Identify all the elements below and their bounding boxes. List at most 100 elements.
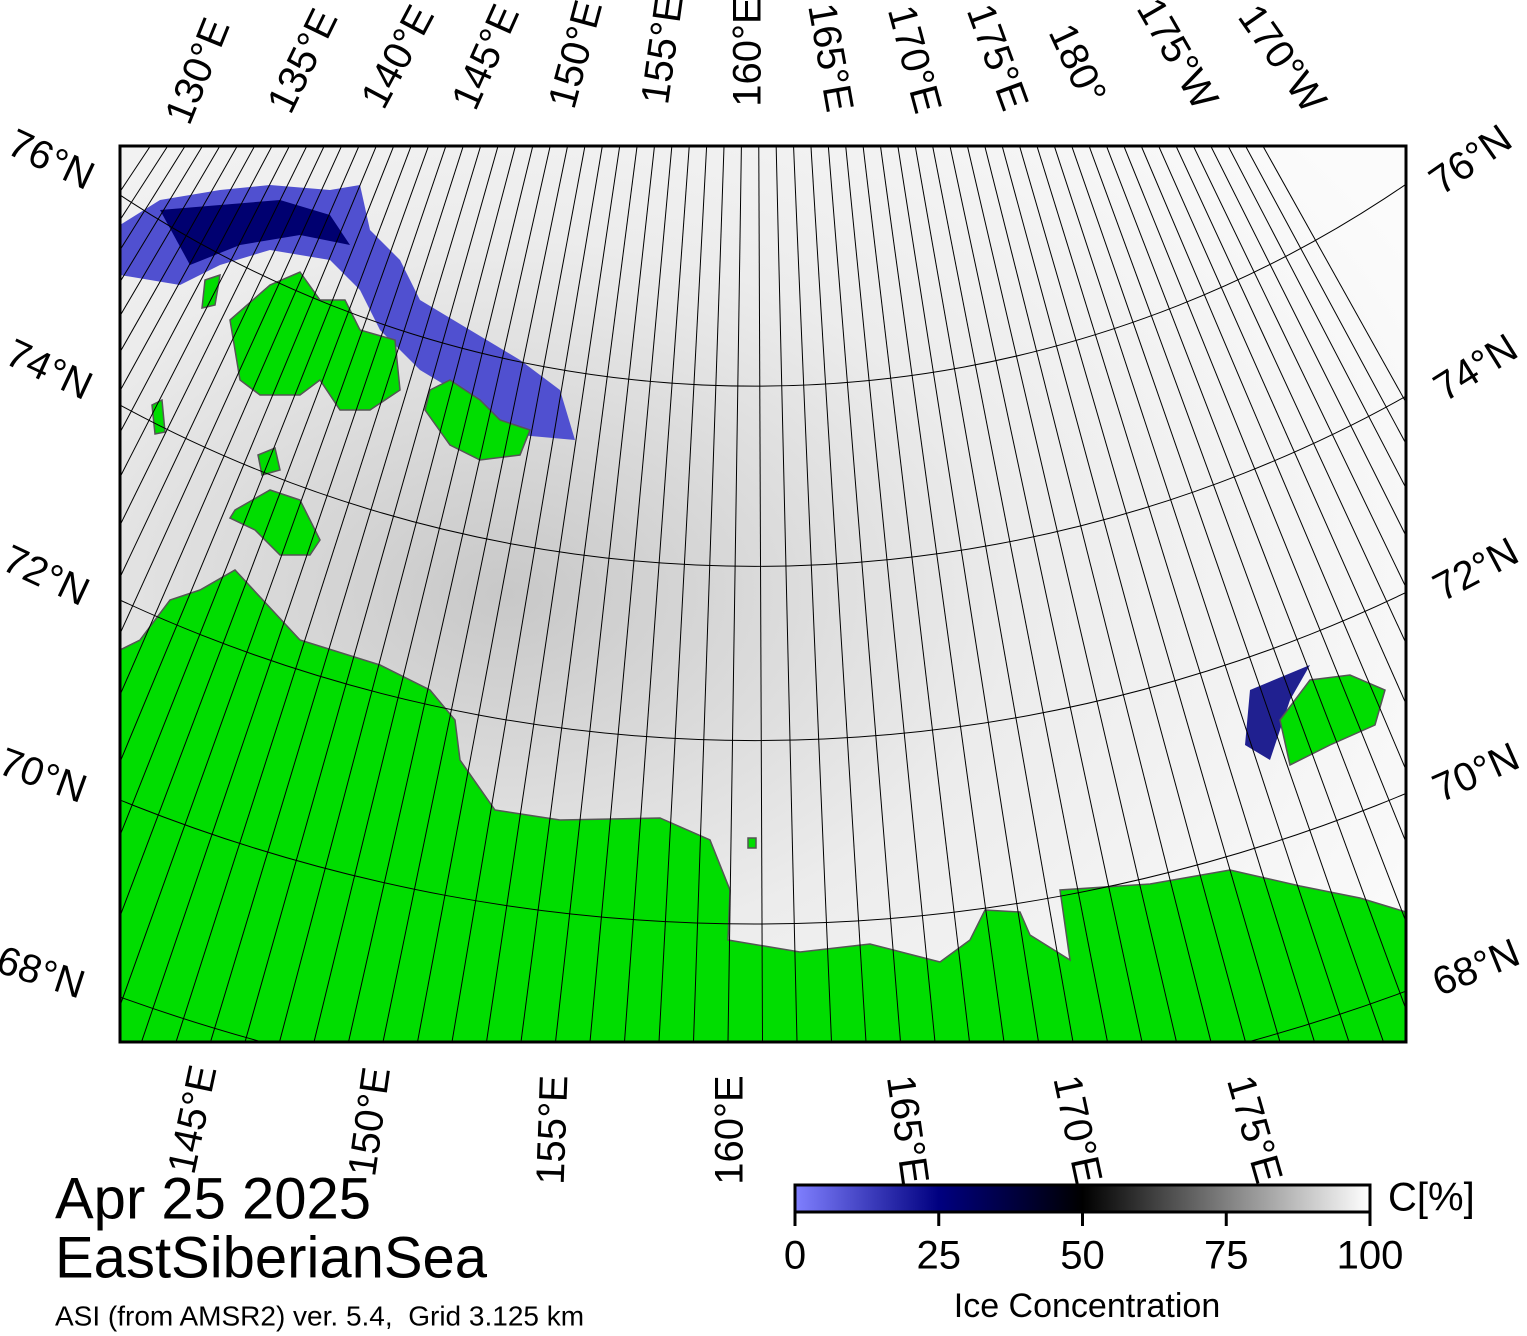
meridian [623,146,690,1042]
meridian [589,146,673,1042]
meridian [758,146,764,1042]
date: Apr 25 2025 [55,1166,371,1231]
meridian [175,146,464,1042]
meridian [120,146,308,527]
meridian [1140,146,1406,772]
meridian [1036,146,1316,1042]
low-ice-zone [120,185,575,440]
map-area [120,146,1406,1042]
meridian [1158,146,1406,706]
colorbar-label: Ice Concentration [954,1287,1221,1325]
graticule [120,146,1406,1042]
meridian [120,146,238,354]
graticule-label: 76°N [1,121,101,199]
meridian [120,146,377,764]
meridian [313,146,534,1042]
colorbar-tick-label: 50 [1060,1234,1105,1278]
graticule-label: 175°W [1128,0,1226,117]
colorbar-tick-label: 0 [784,1234,806,1278]
graticule-label: 165°E [878,1072,937,1186]
meridian [451,146,603,1042]
graticule-label: 74°N [0,331,99,409]
meridian [120,146,412,918]
open-water-zone [1245,665,1310,760]
meridian [120,146,273,434]
meridian [382,146,569,1042]
meridian [692,146,725,1042]
map-frame [118,144,1408,1044]
graticule-label: 160°E [708,1075,752,1184]
meridian [827,146,902,1042]
meridian [879,146,1005,1042]
meridian [932,146,1109,1042]
meridian [914,146,1074,1042]
meridian [775,146,798,1042]
graticule-label: 170°E [879,1,950,118]
meridian [1088,146,1406,1011]
meridian [120,146,343,635]
meridian [845,146,936,1042]
meridian [1105,146,1406,923]
meridian [1227,146,1406,490]
meridian [862,146,971,1042]
graticule-label: 72°N [1426,529,1526,610]
meridian [120,146,290,479]
colorbar-tick-label: 100 [1337,1234,1404,1278]
meridian [984,146,1212,1042]
graticule-label: 145°E [443,0,528,116]
meridian [120,146,395,837]
meridian [120,146,256,392]
graticule-label: 68°N [1426,931,1525,1005]
meridian [244,146,499,1042]
meridian [1192,146,1406,589]
meridian [120,146,186,251]
meridian [209,146,482,1042]
meridian [120,146,430,1008]
meridian [793,146,833,1042]
graticule-label: 135°E [259,2,347,120]
graticule-label: 170°E [1044,1071,1110,1187]
meridian [120,146,360,697]
region: EastSiberianSea [55,1225,488,1290]
source: ASI (from AMSR2) ver. 5.4, Grid 3.125 km [55,1300,584,1331]
graticule-label: 175°E [1218,1071,1290,1188]
graticule-label: 155°E [633,0,692,107]
meridian [120,146,221,317]
meridian [416,146,586,1042]
graticule-label: 180° [1040,17,1115,111]
meridian [347,146,551,1042]
meridian [810,146,867,1042]
parallel [120,395,1406,567]
meridian [1053,146,1350,1042]
graticule-label: 155°E [529,1074,577,1185]
open-water-zone [160,200,350,265]
graticule-label: 74°N [1426,326,1525,411]
meridian [1175,146,1406,645]
graticule-label: 72°N [0,537,96,615]
meridian [485,146,621,1042]
graticule-label: 140°E [353,0,443,115]
meridian [1071,146,1385,1042]
parallel [120,591,1406,741]
graticule-label: 150°E [340,1064,399,1178]
colorbar: C[%] Ice Concentration 0 25 50 75 100 [784,1176,1475,1325]
meridian [727,146,742,1042]
meridian [1244,146,1406,445]
meridian [520,146,638,1042]
meridian [120,146,325,579]
graticule-label: 76°N [1421,116,1519,203]
graticule-label: 160°E [726,0,770,107]
meridian [278,146,516,1042]
meridian [1001,146,1247,1042]
colorbar-tick-label: 25 [917,1234,962,1278]
meridian [554,146,655,1042]
meridian [658,146,708,1042]
colorbar-gradient [793,1183,1372,1214]
colorbar-unit: C[%] [1388,1176,1475,1220]
graticule-label: 68°N [0,938,90,1007]
meridian [949,146,1143,1042]
meridian [140,146,447,1042]
meridian [1123,146,1406,844]
meridian [120,146,204,283]
